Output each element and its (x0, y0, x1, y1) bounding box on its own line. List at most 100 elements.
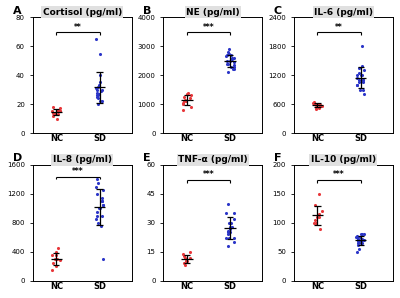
Point (100, 202, 106, 207)
Point (225, 228, 232, 233)
Point (225, 243, 232, 248)
Point (188, 105, 194, 109)
Point (359, 238, 365, 243)
Point (52, 249, 59, 254)
Point (227, 226, 233, 231)
Point (57, 258, 63, 263)
Point (224, 52, 230, 57)
Point (355, 239, 362, 244)
Point (230, 67, 237, 72)
Point (312, 101, 318, 106)
Point (52, 257, 58, 261)
Point (225, 51, 232, 56)
Point (94, 93, 101, 98)
Point (56, 109, 63, 114)
Point (356, 235, 363, 240)
Point (49, 109, 56, 114)
Point (230, 64, 237, 69)
Point (354, 83, 360, 87)
Point (312, 203, 318, 208)
Point (316, 105, 323, 109)
Point (310, 100, 317, 105)
Point (225, 61, 231, 66)
Point (49, 105, 56, 109)
Point (54, 108, 60, 112)
Point (360, 87, 366, 92)
Point (225, 70, 231, 75)
Point (180, 94, 187, 99)
Title: IL-8 (pg/ml): IL-8 (pg/ml) (53, 155, 112, 164)
Title: IL-10 (pg/ml): IL-10 (pg/ml) (311, 155, 376, 164)
Point (230, 55, 237, 60)
Point (225, 201, 231, 206)
Point (228, 55, 235, 60)
Point (53, 264, 60, 268)
Point (356, 246, 362, 251)
Text: A: A (13, 6, 21, 16)
Point (354, 75, 360, 80)
Point (231, 63, 237, 67)
Point (358, 73, 364, 77)
Point (98, 224, 104, 229)
Point (96, 73, 103, 77)
Point (50, 260, 56, 265)
Point (52, 111, 58, 115)
Point (354, 241, 361, 246)
Point (355, 237, 361, 241)
Point (312, 218, 318, 222)
Point (94, 94, 100, 99)
Point (231, 217, 237, 221)
Point (310, 100, 316, 105)
Point (315, 102, 321, 106)
Point (100, 257, 106, 261)
Point (94, 177, 100, 182)
Point (184, 259, 190, 264)
Point (99, 213, 106, 218)
Point (180, 100, 186, 105)
Point (358, 238, 364, 243)
Text: B: B (143, 6, 152, 16)
Point (180, 251, 186, 256)
Point (231, 240, 237, 244)
Point (356, 66, 362, 70)
Point (55, 112, 62, 117)
Point (317, 103, 323, 108)
Point (359, 232, 366, 237)
Point (92, 37, 99, 41)
Point (180, 102, 187, 106)
Point (226, 47, 232, 52)
Point (99, 87, 105, 92)
Point (223, 54, 229, 59)
Point (94, 90, 100, 95)
Point (356, 239, 362, 244)
Point (353, 235, 360, 240)
Point (228, 52, 234, 57)
Point (360, 68, 367, 73)
Point (97, 206, 103, 211)
Title: IL-6 (pg/ml): IL-6 (pg/ml) (314, 7, 373, 17)
Point (100, 202, 106, 207)
Point (358, 63, 365, 68)
Point (181, 263, 188, 268)
Point (228, 221, 234, 225)
Point (180, 108, 186, 112)
Point (360, 78, 366, 83)
Point (231, 60, 237, 65)
Point (226, 221, 232, 225)
Point (316, 192, 323, 196)
Point (182, 255, 189, 260)
Point (97, 51, 104, 56)
Point (97, 99, 104, 104)
Point (54, 246, 61, 251)
Text: ***: *** (203, 170, 214, 179)
Point (356, 80, 362, 85)
Point (183, 259, 190, 264)
Point (356, 78, 363, 83)
Point (93, 217, 99, 222)
Point (355, 242, 361, 247)
Point (49, 253, 56, 258)
Point (354, 235, 360, 240)
Point (227, 58, 234, 63)
Point (96, 83, 102, 88)
Point (94, 221, 101, 225)
